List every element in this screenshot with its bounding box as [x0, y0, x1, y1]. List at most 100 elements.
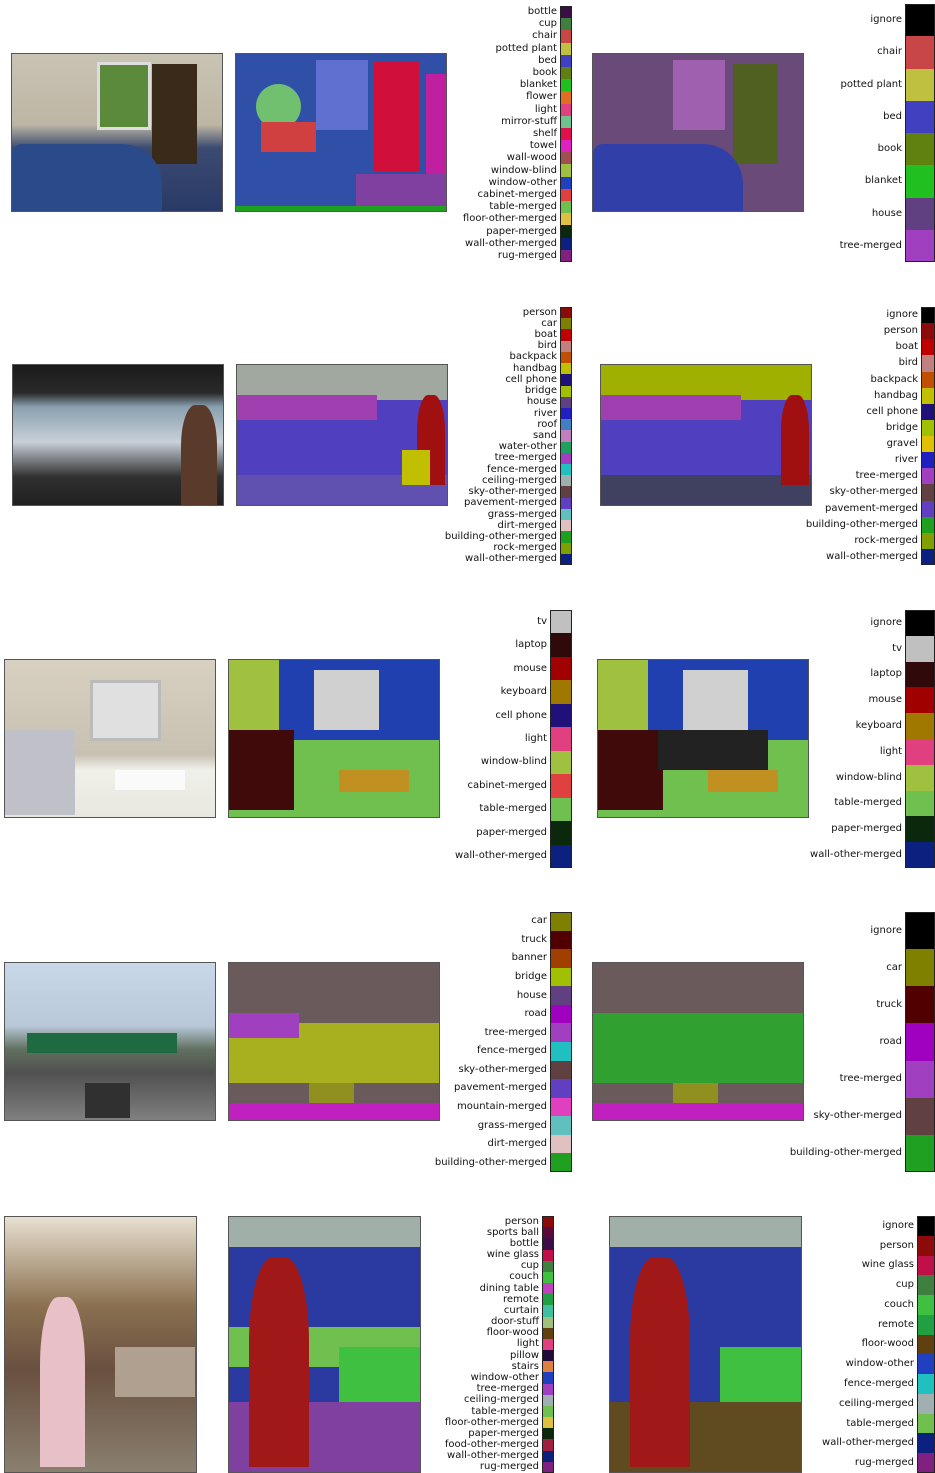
row-5-legend-prediction: ignore person wine glass cup couch remote floo…	[800, 1216, 935, 1473]
legend-swatch	[921, 468, 935, 485]
legend-swatch	[917, 1334, 935, 1355]
legend-entry: light	[450, 727, 572, 751]
legend-swatch	[560, 464, 572, 476]
legend-entry: mirror-stuff	[430, 115, 572, 128]
legend-entry: mouse	[810, 687, 935, 714]
legend-label: bottle	[509, 1237, 539, 1249]
row-5-input-photo	[4, 1216, 197, 1473]
legend-swatch	[550, 949, 572, 968]
legend-label: light	[879, 745, 902, 757]
legend-label: book	[532, 67, 557, 79]
legend-label: sky-other-merged	[813, 1110, 902, 1122]
legend-entry: wall-other-merged	[810, 842, 935, 868]
legend-label: table-merged	[846, 1417, 914, 1429]
legend-entry: sky-other-merged	[430, 486, 572, 498]
legend-swatch	[921, 532, 935, 549]
legend-label: light	[516, 1338, 539, 1350]
legend-label: floor-other-merged	[444, 1416, 539, 1428]
legend-entry: bird	[430, 340, 572, 352]
legend-label: blanket	[519, 79, 557, 91]
legend-swatch	[560, 385, 572, 397]
legend-label: rug-merged	[497, 249, 557, 261]
legend-label: mountain-merged	[457, 1100, 547, 1112]
legend-swatch	[550, 1097, 572, 1117]
legend-swatch	[560, 237, 572, 250]
legend-swatch	[550, 1153, 572, 1172]
legend-entry: person	[800, 1235, 935, 1256]
legend-swatch	[905, 661, 935, 688]
legend-entry: stairs	[430, 1361, 554, 1373]
legend-entry: tree-merged	[800, 229, 935, 262]
legend-label: paper-merged	[831, 823, 902, 835]
legend-entry: remote	[800, 1314, 935, 1335]
legend-swatch	[917, 1235, 935, 1256]
keyboard-region	[339, 770, 409, 792]
window-blind-region	[229, 660, 279, 740]
legend-label: truck	[521, 933, 547, 945]
legend-entry: wall-wood	[430, 152, 572, 165]
legend-label: paper-merged	[468, 1427, 539, 1439]
sign-shape	[27, 1033, 177, 1053]
legend-label: wall-other-merged	[465, 553, 557, 565]
legend-entry: window-other	[430, 1372, 554, 1384]
legend-entry: paper-merged	[430, 225, 572, 238]
legend-entry: table-merged	[430, 1405, 554, 1418]
legend-label: bird	[898, 357, 918, 369]
legend-swatch	[560, 396, 572, 408]
row-3-legend-ground-truth: tv laptop mouse keyboard cell phone light wind…	[450, 610, 572, 868]
legend-label: wall-other-merged	[447, 1450, 539, 1462]
legend-entry: window-blind	[430, 164, 572, 177]
legend-label: pavement-merged	[454, 1082, 547, 1094]
window-region	[673, 60, 725, 130]
row-4-ground-truth-mask	[228, 962, 440, 1121]
legend-swatch	[921, 339, 935, 356]
legend-label: light	[524, 732, 547, 744]
legend-entry: fence-merged	[800, 1374, 935, 1394]
legend-label: wall-other-merged	[822, 1437, 914, 1449]
legend-swatch	[560, 363, 572, 375]
legend-swatch	[560, 30, 572, 43]
legend-entry: tree-merged	[790, 1060, 935, 1098]
legend-swatch	[550, 797, 572, 822]
legend-entry: laptop	[450, 633, 572, 657]
legend-swatch	[905, 4, 935, 37]
legend-entry: fence-merged	[430, 1042, 572, 1061]
legend-label: tree-merged	[494, 452, 557, 464]
legend-entry: light	[430, 103, 572, 116]
legend-entry: grass-merged	[430, 1116, 572, 1135]
legend-label: shelf	[533, 127, 557, 139]
legend-swatch	[917, 1413, 935, 1434]
row-3-legend-prediction: ignore tv laptop mouse keyboard light window-b…	[810, 610, 935, 868]
legend-swatch	[542, 1383, 554, 1395]
legend-label: tree-merged	[839, 239, 902, 251]
legend-label: car	[541, 317, 557, 329]
legend-swatch	[560, 318, 572, 330]
legend-label: grass-merged	[487, 508, 557, 520]
laptop-region	[598, 730, 663, 810]
legend-label: tree-merged	[476, 1383, 539, 1395]
legend-swatch	[905, 133, 935, 166]
legend-label: sports ball	[486, 1226, 539, 1238]
legend-swatch	[921, 323, 935, 340]
legend-label: tree-merged	[484, 1026, 547, 1038]
legend-swatch	[905, 739, 935, 765]
bridge-region	[601, 365, 811, 400]
legend-swatch	[542, 1305, 554, 1317]
legend-swatch	[917, 1216, 935, 1236]
legend-swatch	[550, 656, 572, 681]
legend-swatch	[560, 249, 572, 262]
legend-swatch	[560, 452, 572, 465]
legend-swatch	[917, 1374, 935, 1394]
ceiling-region	[237, 365, 447, 400]
legend-entry: wall-other-merged	[430, 553, 572, 565]
legend-swatch	[560, 307, 572, 319]
legend-swatch	[917, 1393, 935, 1414]
tree-region	[601, 395, 741, 420]
legend-entry: window-blind	[810, 764, 935, 791]
legend-label: remote	[878, 1318, 914, 1330]
legend-swatch	[560, 66, 572, 80]
legend-swatch	[560, 374, 572, 386]
legend-label: paper-merged	[476, 826, 547, 838]
legend-entry: bed	[430, 54, 572, 67]
legend-entry: tv	[450, 610, 572, 634]
